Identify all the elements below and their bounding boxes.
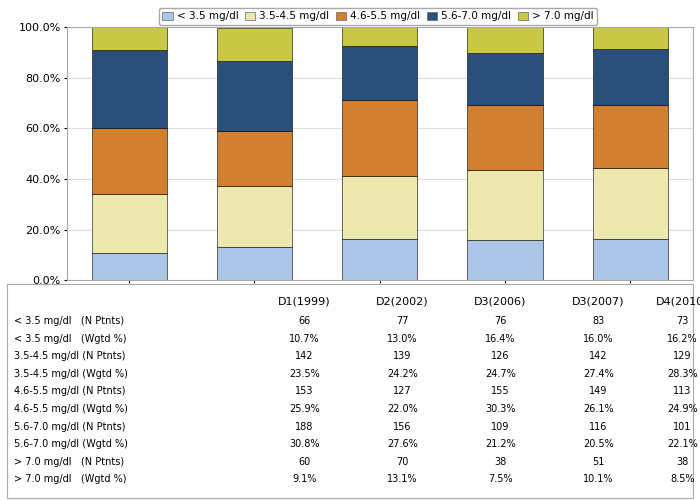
Bar bbox=[92, 128, 167, 194]
Legend: < 3.5 mg/dl, 3.5-4.5 mg/dl, 4.6-5.5 mg/dl, 5.6-7.0 mg/dl, > 7.0 mg/dl: < 3.5 mg/dl, 3.5-4.5 mg/dl, 4.6-5.5 mg/d… bbox=[159, 8, 597, 25]
Text: D3(2006): D3(2006) bbox=[475, 296, 526, 306]
Text: 13.1%: 13.1% bbox=[387, 474, 418, 484]
Text: D2(2002): D2(2002) bbox=[376, 296, 429, 306]
Text: 16.2%: 16.2% bbox=[667, 334, 698, 344]
Text: 109: 109 bbox=[491, 422, 510, 432]
Text: D4(2010): D4(2010) bbox=[657, 296, 700, 306]
Text: 21.2%: 21.2% bbox=[485, 439, 516, 449]
Text: 188: 188 bbox=[295, 422, 314, 432]
Text: 24.9%: 24.9% bbox=[667, 404, 698, 414]
Text: 139: 139 bbox=[393, 351, 412, 361]
Text: 23.5%: 23.5% bbox=[289, 368, 320, 378]
Bar bbox=[217, 28, 292, 61]
Text: 24.7%: 24.7% bbox=[485, 368, 516, 378]
Bar bbox=[593, 239, 668, 280]
Bar bbox=[342, 100, 417, 176]
Text: 3.5-4.5 mg/dl (N Ptnts): 3.5-4.5 mg/dl (N Ptnts) bbox=[14, 351, 125, 361]
Bar bbox=[217, 247, 292, 280]
Text: 10.7%: 10.7% bbox=[289, 334, 320, 344]
Text: 101: 101 bbox=[673, 422, 692, 432]
Text: 26.1%: 26.1% bbox=[583, 404, 614, 414]
Text: 5.6-7.0 mg/dl (N Ptnts): 5.6-7.0 mg/dl (N Ptnts) bbox=[14, 422, 125, 432]
Text: 127: 127 bbox=[393, 386, 412, 396]
Text: 142: 142 bbox=[589, 351, 608, 361]
Text: 3.5-4.5 mg/dl (Wgtd %): 3.5-4.5 mg/dl (Wgtd %) bbox=[14, 368, 128, 378]
Text: 66: 66 bbox=[298, 316, 311, 326]
Bar bbox=[342, 27, 417, 46]
Text: D1(1999): D1(1999) bbox=[278, 296, 331, 306]
Text: 16.0%: 16.0% bbox=[583, 334, 614, 344]
Text: 13.0%: 13.0% bbox=[387, 334, 418, 344]
Text: 30.3%: 30.3% bbox=[485, 404, 516, 414]
Text: 28.3%: 28.3% bbox=[667, 368, 698, 378]
FancyBboxPatch shape bbox=[7, 284, 693, 498]
Bar bbox=[342, 238, 417, 280]
Text: 129: 129 bbox=[673, 351, 692, 361]
Bar bbox=[92, 28, 167, 50]
Text: 83: 83 bbox=[592, 316, 605, 326]
Text: 38: 38 bbox=[676, 456, 689, 466]
Text: 38: 38 bbox=[494, 456, 507, 466]
Bar bbox=[92, 50, 167, 128]
Bar bbox=[92, 194, 167, 253]
Text: 70: 70 bbox=[396, 456, 409, 466]
Bar bbox=[593, 28, 668, 49]
Text: 4.6-5.5 mg/dl (Wgtd %): 4.6-5.5 mg/dl (Wgtd %) bbox=[14, 404, 128, 414]
Text: 5.6-7.0 mg/dl (Wgtd %): 5.6-7.0 mg/dl (Wgtd %) bbox=[14, 439, 128, 449]
Text: 20.5%: 20.5% bbox=[583, 439, 614, 449]
Text: 4.6-5.5 mg/dl (N Ptnts): 4.6-5.5 mg/dl (N Ptnts) bbox=[14, 386, 125, 396]
Text: 126: 126 bbox=[491, 351, 510, 361]
Text: < 3.5 mg/dl   (Wgtd %): < 3.5 mg/dl (Wgtd %) bbox=[14, 334, 127, 344]
Text: 51: 51 bbox=[592, 456, 605, 466]
Text: 22.1%: 22.1% bbox=[667, 439, 698, 449]
Text: 9.1%: 9.1% bbox=[293, 474, 316, 484]
Bar bbox=[217, 130, 292, 186]
Text: > 7.0 mg/dl   (Wgtd %): > 7.0 mg/dl (Wgtd %) bbox=[14, 474, 127, 484]
Text: 8.5%: 8.5% bbox=[671, 474, 694, 484]
Bar bbox=[593, 105, 668, 168]
Text: 25.9%: 25.9% bbox=[289, 404, 320, 414]
Text: 16.4%: 16.4% bbox=[485, 334, 516, 344]
Bar bbox=[342, 176, 417, 238]
Text: 155: 155 bbox=[491, 386, 510, 396]
Text: 60: 60 bbox=[298, 456, 311, 466]
Text: 116: 116 bbox=[589, 422, 608, 432]
Bar bbox=[468, 27, 542, 52]
Bar bbox=[468, 104, 542, 170]
Text: 27.4%: 27.4% bbox=[583, 368, 614, 378]
Text: 142: 142 bbox=[295, 351, 314, 361]
Bar bbox=[468, 240, 542, 280]
Text: 113: 113 bbox=[673, 386, 692, 396]
Text: D3(2007): D3(2007) bbox=[573, 296, 624, 306]
Text: 73: 73 bbox=[676, 316, 689, 326]
Bar bbox=[217, 61, 292, 130]
Bar bbox=[468, 52, 542, 104]
Text: 149: 149 bbox=[589, 386, 608, 396]
Text: 22.0%: 22.0% bbox=[387, 404, 418, 414]
Bar bbox=[468, 170, 542, 239]
Bar bbox=[92, 253, 167, 280]
Text: 77: 77 bbox=[396, 316, 409, 326]
Bar bbox=[593, 168, 668, 239]
Text: 76: 76 bbox=[494, 316, 507, 326]
Text: 10.1%: 10.1% bbox=[583, 474, 614, 484]
Text: 24.2%: 24.2% bbox=[387, 368, 418, 378]
Text: < 3.5 mg/dl   (N Ptnts): < 3.5 mg/dl (N Ptnts) bbox=[14, 316, 124, 326]
Bar bbox=[593, 49, 668, 105]
Bar bbox=[342, 46, 417, 100]
Text: 30.8%: 30.8% bbox=[289, 439, 320, 449]
Bar bbox=[217, 186, 292, 247]
Text: > 7.0 mg/dl   (N Ptnts): > 7.0 mg/dl (N Ptnts) bbox=[14, 456, 124, 466]
Text: 27.6%: 27.6% bbox=[387, 439, 418, 449]
Text: 153: 153 bbox=[295, 386, 314, 396]
Text: 7.5%: 7.5% bbox=[488, 474, 513, 484]
Text: 156: 156 bbox=[393, 422, 412, 432]
